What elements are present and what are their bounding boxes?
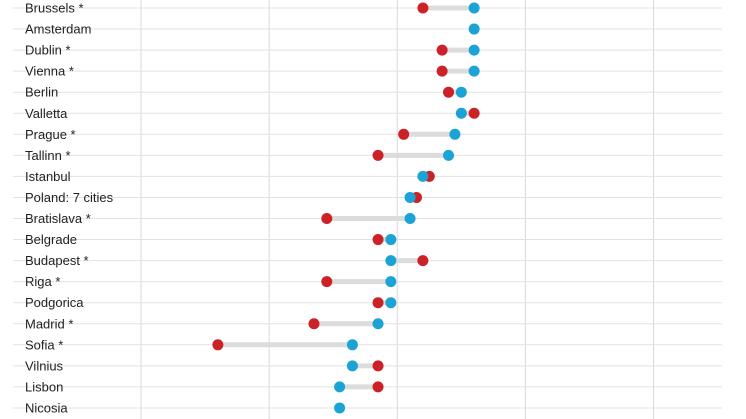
point-red	[321, 276, 333, 288]
point-red	[308, 318, 320, 330]
point-blue	[449, 128, 461, 140]
point-blue	[346, 339, 358, 351]
point-blue	[385, 297, 397, 309]
city-label: Amsterdam	[25, 22, 91, 37]
point-blue	[334, 402, 346, 414]
city-label: Belgrade	[25, 232, 77, 247]
point-blue	[468, 23, 480, 35]
city-label: Prague *	[25, 127, 76, 142]
point-red	[436, 65, 448, 77]
city-label: Dublin *	[25, 43, 71, 58]
point-blue	[468, 2, 480, 14]
point-blue	[346, 360, 358, 372]
point-red	[321, 213, 333, 224]
point-red	[443, 86, 455, 98]
city-label: Vienna *	[25, 64, 74, 79]
city-label: Sofia *	[25, 337, 63, 352]
point-blue	[404, 213, 416, 224]
point-blue	[372, 318, 384, 330]
city-label: Lisbon	[25, 379, 63, 394]
point-blue	[385, 276, 397, 288]
city-label: Berlin	[25, 85, 58, 100]
point-blue	[468, 65, 480, 77]
city-label: Nicosia	[25, 400, 68, 415]
point-red	[468, 107, 480, 119]
point-blue	[455, 86, 467, 98]
city-label: Madrid *	[25, 316, 73, 331]
point-red	[372, 297, 384, 309]
city-label: Podgorica	[25, 295, 84, 310]
point-red	[372, 381, 384, 393]
point-red	[436, 44, 448, 56]
vertical-gridlines	[140, 0, 655, 419]
point-blue	[417, 170, 429, 182]
city-label: Riga *	[25, 274, 60, 289]
data-points	[212, 2, 480, 414]
horizontal-gridlines	[13, 7, 722, 409]
point-red	[398, 128, 410, 140]
city-labels: Brussels * Amsterdam Dublin * Vienna * Berli…	[25, 1, 114, 416]
point-red	[372, 149, 384, 161]
point-blue	[404, 191, 416, 203]
point-blue	[468, 44, 480, 56]
city-label: Istanbul	[25, 169, 71, 184]
point-blue	[385, 234, 397, 246]
city-label: Budapest *	[25, 253, 89, 268]
point-blue	[455, 107, 467, 119]
city-label: Brussels *	[25, 1, 84, 16]
point-red	[372, 234, 384, 246]
city-label: Poland: 7 cities	[25, 190, 114, 205]
point-blue	[443, 149, 455, 161]
point-red	[417, 255, 429, 267]
city-label: Valletta	[25, 106, 68, 121]
point-red	[212, 339, 224, 351]
point-blue	[334, 381, 346, 393]
city-label: Bratislava *	[25, 211, 91, 226]
city-label: Vilnius	[25, 358, 64, 373]
point-blue	[385, 255, 397, 267]
point-red	[417, 2, 429, 14]
city-label: Tallinn *	[25, 148, 71, 163]
point-red	[372, 360, 384, 372]
